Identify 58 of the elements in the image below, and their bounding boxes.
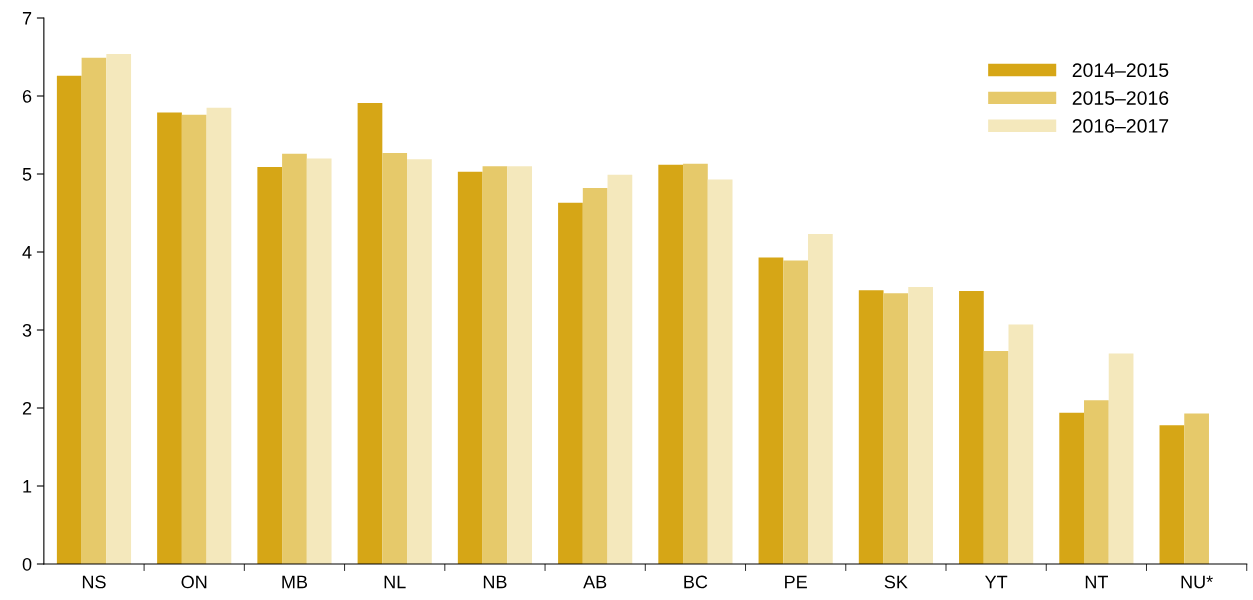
bar [758, 257, 784, 564]
y-tick-label: 2 [22, 401, 32, 415]
bar [482, 166, 508, 564]
legend-label: 2015–2016 [1072, 91, 1169, 105]
bar [1084, 400, 1109, 564]
bar [983, 351, 1009, 564]
bar [1059, 412, 1085, 564]
y-tick-label: 7 [22, 12, 32, 25]
bar [81, 57, 107, 564]
x-tick-label: MB [282, 575, 308, 589]
x-tick-label: PE [785, 575, 807, 589]
bar [808, 234, 833, 564]
bar [407, 159, 432, 564]
bar [1108, 353, 1134, 564]
y-tick-label: 1 [23, 480, 32, 493]
y-tick-label: 4 [22, 246, 32, 259]
bar [558, 202, 583, 564]
bar [282, 153, 307, 564]
bar [908, 287, 933, 564]
bar [382, 152, 408, 564]
bar [181, 114, 207, 564]
bar [306, 158, 332, 564]
y-tick-label: 5 [22, 168, 32, 181]
bar [707, 179, 733, 564]
bar [106, 53, 132, 564]
y-tick-label: 3 [22, 323, 32, 337]
legend-label: 2016–2017 [1072, 119, 1169, 133]
bar [1008, 324, 1034, 564]
x-tick-label: NT [1085, 575, 1108, 589]
bar [507, 166, 533, 564]
bar [457, 171, 483, 564]
x-tick-label: NB [483, 575, 507, 589]
bar [858, 290, 884, 564]
bar [959, 291, 984, 564]
x-tick-label: YT [985, 575, 1008, 589]
bar [257, 166, 283, 564]
bar [683, 163, 708, 564]
x-tick-label: NL [384, 575, 406, 589]
bar [658, 164, 684, 564]
bar [607, 174, 633, 564]
x-tick-label: NU* [1181, 575, 1213, 589]
x-tick-label: AB [583, 575, 607, 589]
x-tick-label: ON [181, 575, 207, 589]
bar [357, 103, 383, 564]
bar [1184, 413, 1209, 564]
x-tick-label: SK [884, 575, 908, 589]
x-tick-label: BC [684, 575, 708, 589]
bar [582, 188, 608, 564]
bar [206, 107, 232, 564]
bar [157, 112, 182, 564]
x-tick-label: NS [82, 575, 106, 589]
bar [1159, 425, 1185, 564]
bar [883, 293, 909, 564]
bar [783, 260, 809, 564]
y-tick-label: 0 [22, 557, 32, 571]
bar [56, 75, 82, 564]
y-tick-label: 6 [22, 89, 32, 103]
legend-label: 2014–2015 [1072, 63, 1169, 78]
